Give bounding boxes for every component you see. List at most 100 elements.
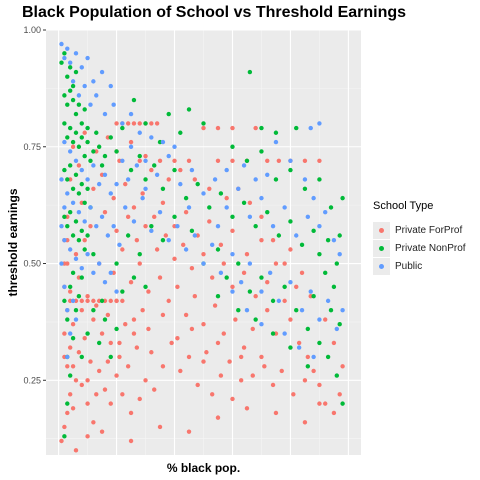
legend-label: Private NonProf (395, 242, 466, 254)
data-point (337, 322, 342, 327)
data-point (270, 298, 276, 304)
data-point (160, 186, 166, 191)
data-point (259, 237, 264, 243)
data-point (317, 401, 322, 406)
data-point (288, 317, 293, 322)
data-point (85, 186, 90, 191)
data-point (279, 368, 284, 374)
data-point (262, 364, 267, 369)
data-point (253, 294, 258, 299)
data-point (337, 392, 342, 397)
data-point (70, 270, 76, 276)
data-point (137, 251, 142, 257)
data-point (178, 167, 183, 173)
data-point (160, 200, 166, 206)
data-point (218, 270, 224, 276)
data-point (85, 378, 90, 383)
data-point (276, 233, 282, 238)
data-point (207, 186, 212, 191)
data-point (120, 125, 125, 131)
data-point (137, 121, 142, 126)
data-point (125, 121, 131, 126)
data-point (337, 233, 342, 238)
data-point (296, 340, 302, 346)
data-point (62, 284, 67, 290)
data-point (143, 153, 148, 159)
data-point (334, 326, 340, 332)
data-point (99, 214, 105, 220)
data-point (181, 242, 186, 248)
data-point (125, 214, 131, 220)
data-point (172, 256, 177, 262)
data-point (201, 322, 206, 327)
data-point (311, 228, 316, 234)
data-point (273, 177, 279, 182)
data-point (331, 340, 337, 346)
data-point (120, 289, 125, 294)
legend-item-public: Public (373, 257, 466, 275)
data-point (230, 144, 235, 149)
data-point (123, 322, 128, 327)
data-point (65, 410, 70, 416)
data-point (186, 107, 192, 112)
data-point (128, 144, 134, 149)
data-point (79, 265, 84, 271)
data-point (273, 261, 279, 266)
legend-key (373, 221, 390, 239)
data-point (247, 261, 253, 266)
data-point (62, 121, 67, 126)
data-point (331, 410, 337, 416)
data-point (337, 251, 342, 257)
data-point (160, 237, 166, 243)
data-point (102, 317, 108, 322)
data-point (215, 223, 221, 229)
data-point (134, 237, 140, 243)
data-point (65, 317, 70, 322)
data-point (227, 359, 232, 364)
data-point (218, 191, 224, 196)
data-point (209, 242, 215, 248)
data-point (128, 111, 134, 117)
data-point (189, 265, 195, 271)
data-point (82, 219, 87, 224)
data-point (154, 172, 160, 177)
data-point (96, 181, 102, 187)
data-point (238, 378, 244, 383)
data-point (76, 191, 82, 196)
data-point (259, 195, 264, 201)
data-point (186, 354, 192, 360)
data-point (302, 158, 308, 163)
data-point (94, 93, 99, 98)
data-point (137, 153, 142, 159)
data-point (273, 139, 279, 145)
data-point (166, 237, 171, 243)
data-point (105, 312, 111, 318)
data-point (149, 121, 154, 126)
data-point (311, 195, 316, 201)
data-point (230, 396, 235, 402)
data-point (250, 326, 255, 332)
data-point (137, 130, 142, 135)
data-point (128, 438, 134, 444)
legend-key (373, 239, 390, 257)
data-point (85, 139, 90, 145)
data-point (331, 237, 337, 243)
data-point (215, 415, 221, 420)
data-point (131, 205, 137, 210)
data-point (236, 261, 241, 266)
data-point (311, 294, 316, 299)
data-point (96, 261, 102, 266)
data-point (163, 233, 169, 238)
data-point (183, 195, 189, 201)
data-point (79, 308, 84, 313)
data-point (108, 354, 113, 360)
data-point (67, 125, 73, 131)
data-point (62, 93, 67, 98)
data-point (82, 153, 87, 159)
data-point (65, 401, 70, 406)
data-point (259, 275, 264, 280)
data-point (311, 354, 316, 360)
data-point (241, 345, 247, 350)
data-point (317, 158, 322, 163)
data-point (317, 177, 322, 182)
